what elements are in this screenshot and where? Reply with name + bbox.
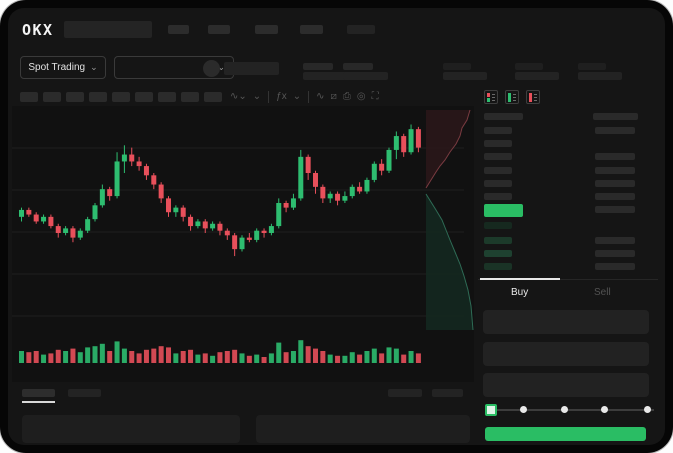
chevron-down-icon: ⌄ <box>90 62 98 72</box>
ask-row-price[interactable] <box>484 193 512 200</box>
ask-row-size <box>595 167 635 174</box>
stat-label-4 <box>515 63 543 70</box>
bottom-tab-orders[interactable] <box>22 389 55 397</box>
stat-value-5 <box>578 72 622 80</box>
last-price-highlight[interactable] <box>484 204 523 217</box>
nav-item-2[interactable] <box>208 25 230 34</box>
tab-buy[interactable]: Buy <box>511 287 529 298</box>
timeframe-button[interactable] <box>89 92 107 102</box>
nav-item-5[interactable] <box>347 25 375 34</box>
active-tab-indicator <box>480 278 560 280</box>
depth-overlay <box>425 109 474 331</box>
chart-area[interactable] <box>12 106 474 382</box>
book-bids-icon[interactable] <box>505 90 519 104</box>
ask-row-size <box>595 127 635 134</box>
slider-handle[interactable] <box>485 404 497 416</box>
amount-slider-track[interactable] <box>489 409 654 411</box>
draw-tool-icon[interactable]: ⧄ <box>330 91 337 102</box>
bottom-tab-history[interactable] <box>68 389 101 397</box>
search-placeholder[interactable] <box>64 21 152 38</box>
market-type-label: Spot Trading <box>28 62 86 73</box>
bid-row-price[interactable] <box>484 237 512 244</box>
bottom-active-tab-indicator <box>22 401 55 403</box>
orderbook-view-toggles <box>484 90 540 104</box>
bid-row-size <box>595 250 635 257</box>
ask-row-price[interactable] <box>484 140 512 147</box>
bottom-panel-left[interactable] <box>22 415 240 443</box>
pair-name-placeholder <box>224 62 279 75</box>
timeframe-button[interactable] <box>181 92 199 102</box>
amount-input[interactable] <box>483 342 649 366</box>
bid-row-price[interactable] <box>484 263 512 270</box>
stat-label-1 <box>303 63 333 70</box>
orderbook-header-left <box>484 113 523 120</box>
last-price-size <box>595 206 635 213</box>
ask-row-size <box>595 153 635 160</box>
total-input[interactable] <box>483 373 649 397</box>
interval-dropdown-icon[interactable]: ⌄ <box>252 91 262 102</box>
timeframe-button[interactable] <box>158 92 176 102</box>
okx-logo: OKX <box>22 21 54 39</box>
chart-toolbar: ∿⌄ ⌄ ƒx ⌄ ∿ ⧄ ⎙ ◎ ⛶ <box>20 91 382 103</box>
stat-label-5 <box>578 63 606 70</box>
slider-stop-2[interactable] <box>520 406 527 413</box>
target-icon[interactable]: ◎ <box>356 91 366 102</box>
slider-stop-4[interactable] <box>601 406 608 413</box>
bottom-action-2[interactable] <box>432 389 463 397</box>
timeframe-button[interactable] <box>135 92 153 102</box>
indicators-icon[interactable]: ƒx <box>276 91 287 102</box>
fullscreen-icon[interactable]: ⛶ <box>371 91 379 102</box>
screen: OKX Spot Trading ⌄ ⌄ <box>8 8 665 445</box>
ask-row-size <box>595 180 635 187</box>
stat-value-3 <box>443 72 487 80</box>
price-input[interactable] <box>483 310 649 334</box>
timeframe-button[interactable] <box>20 92 38 102</box>
chart-style-icon[interactable]: ∿⌄ <box>230 91 247 102</box>
stat-value-4 <box>515 72 559 80</box>
tab-sell[interactable]: Sell <box>594 287 611 298</box>
bottom-panel-right[interactable] <box>256 415 470 443</box>
ask-row-size <box>595 193 635 200</box>
screenshot-icon[interactable]: ⎙ <box>342 91 351 102</box>
ask-row-price[interactable] <box>484 153 512 160</box>
timeframe-button[interactable] <box>204 92 222 102</box>
coin-avatar <box>203 60 220 77</box>
stat-label-2 <box>343 63 373 70</box>
indicators-dropdown-icon[interactable]: ⌄ <box>292 91 302 102</box>
timeframe-button[interactable] <box>112 92 130 102</box>
ask-row-price[interactable] <box>484 180 512 187</box>
book-asks-icon[interactable] <box>526 90 540 104</box>
toolbar-divider <box>268 91 270 103</box>
tabs-divider <box>478 279 658 280</box>
bid-row-price[interactable] <box>484 250 512 257</box>
bottom-action-1[interactable] <box>388 389 422 397</box>
slider-stop-5[interactable] <box>644 406 651 413</box>
candlestick-chart <box>12 109 474 363</box>
ask-row-price[interactable] <box>484 167 512 174</box>
nav-item-3[interactable] <box>255 25 278 34</box>
slider-stop-3[interactable] <box>561 406 568 413</box>
nav-item-4[interactable] <box>300 25 323 34</box>
bid-row-size <box>595 237 635 244</box>
book-both-icon[interactable] <box>484 90 498 104</box>
timeframe-button[interactable] <box>66 92 84 102</box>
orderbook-header-right <box>593 113 638 120</box>
market-type-selector[interactable]: Spot Trading ⌄ <box>20 56 106 79</box>
stat-label-3 <box>443 63 471 70</box>
line-tool-icon[interactable]: ∿ <box>316 91 325 102</box>
toolbar-divider <box>308 91 310 103</box>
ask-row-price[interactable] <box>484 127 512 134</box>
bid-row-price[interactable] <box>484 222 512 229</box>
chevron-down-icon: ⌄ <box>217 62 225 72</box>
submit-buy-button[interactable] <box>485 427 646 441</box>
stat-value-2 <box>343 72 388 80</box>
stat-value-1 <box>303 72 348 80</box>
nav-item-1[interactable] <box>168 25 189 34</box>
timeframe-button[interactable] <box>43 92 61 102</box>
bid-row-size <box>595 263 635 270</box>
